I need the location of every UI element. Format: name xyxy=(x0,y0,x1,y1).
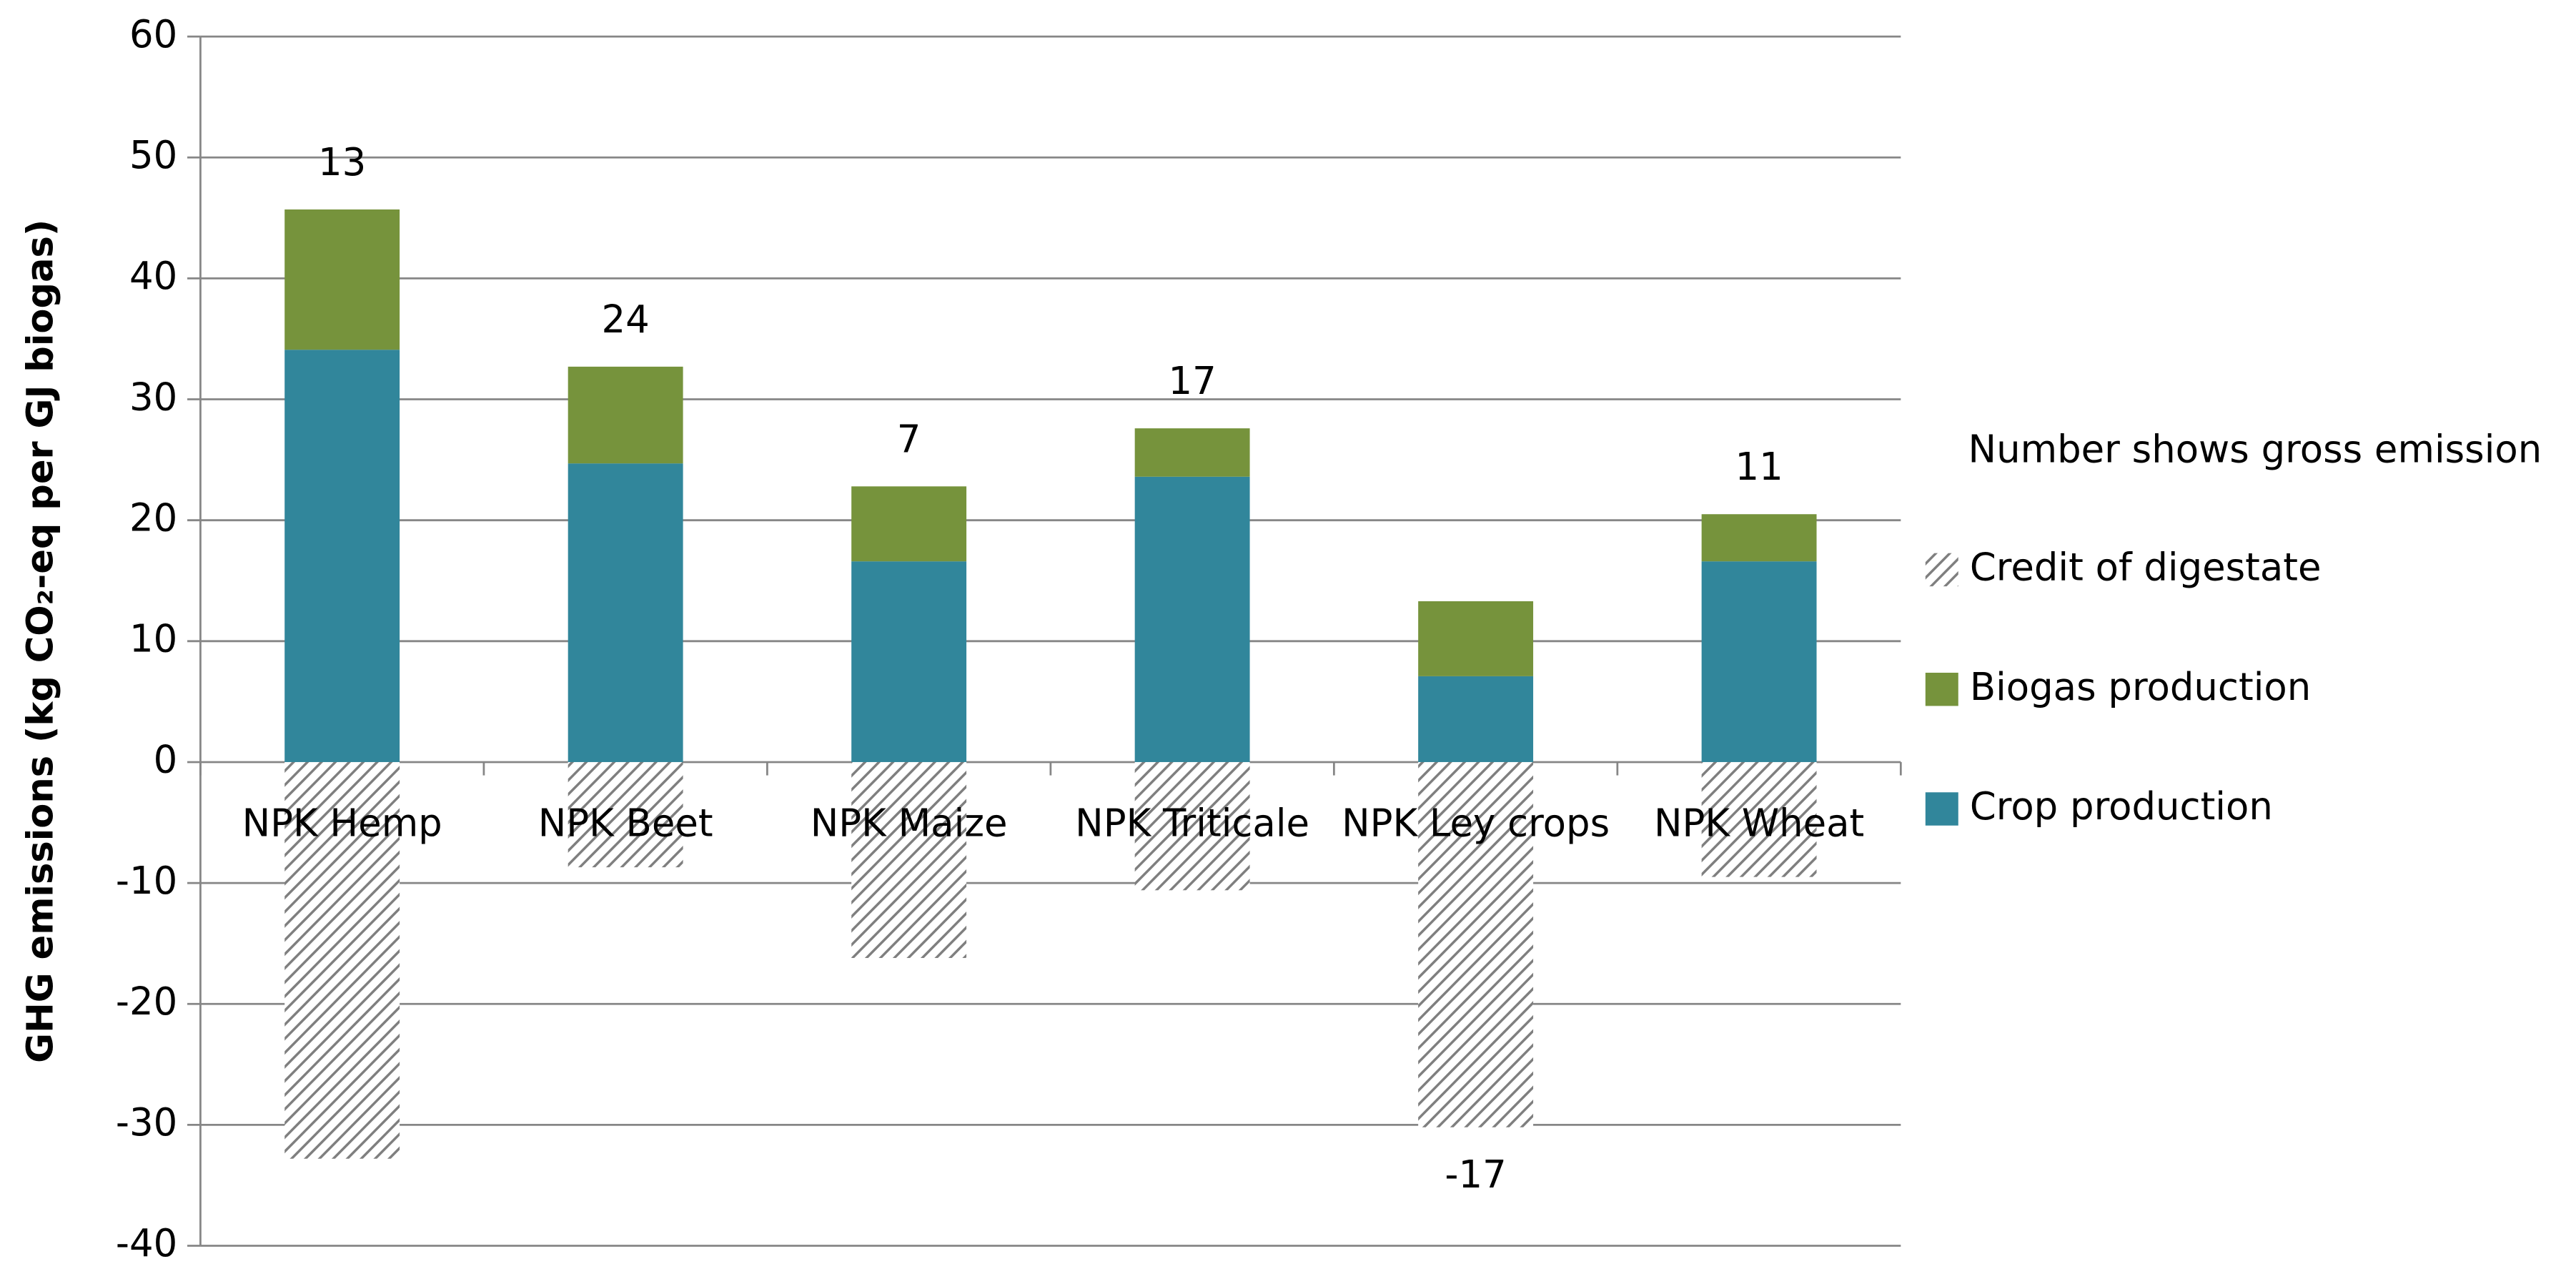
bar-label: 24 xyxy=(602,297,650,342)
bar-segment xyxy=(568,761,683,868)
bar-segment xyxy=(1701,514,1817,562)
legend-swatch xyxy=(1925,553,1958,587)
bar-segment xyxy=(851,486,967,562)
bar-segment xyxy=(1701,561,1817,762)
bar-label: -17 xyxy=(1445,1152,1506,1197)
bar-segment xyxy=(851,561,967,762)
bar-segment xyxy=(284,350,400,762)
bar-label: 13 xyxy=(318,140,366,184)
bar-segment xyxy=(284,761,400,1159)
y-tick-label: 0 xyxy=(154,737,178,781)
legend-label: Credit of digestate xyxy=(1970,545,2322,589)
legend-title: Number shows gross emission xyxy=(1968,427,2542,471)
bar-segment xyxy=(568,366,683,464)
y-tick-label: 60 xyxy=(129,12,177,56)
bar-segment xyxy=(851,761,967,958)
bar-label: 7 xyxy=(897,417,921,461)
y-tick-label: 50 xyxy=(129,133,177,177)
y-tick-label: 10 xyxy=(129,616,177,661)
y-tick-label: 20 xyxy=(129,495,177,540)
bar-segment xyxy=(1134,761,1250,891)
x-tick-label: NPK Hemp xyxy=(242,801,442,845)
bar-segment xyxy=(284,209,400,350)
x-tick-label: NPK Triticale xyxy=(1075,801,1309,845)
legend-swatch xyxy=(1925,792,1958,826)
y-axis-title: GHG emissions (kg CO₂-eq per GJ biogas) xyxy=(19,219,61,1063)
bar-segment xyxy=(1418,601,1534,676)
legend-label: Biogas production xyxy=(1970,665,2311,709)
legend-swatch xyxy=(1925,672,1958,706)
bar-segment xyxy=(568,463,683,762)
bar-segment xyxy=(1134,428,1250,477)
x-tick-label: NPK Beet xyxy=(538,801,713,845)
y-tick-label: 40 xyxy=(129,254,177,298)
bar-segment xyxy=(1701,761,1817,877)
x-tick-label: NPK Ley crops xyxy=(1342,801,1610,845)
y-tick-label: -20 xyxy=(116,979,177,1024)
y-tick-label: -10 xyxy=(116,859,177,903)
bar-segment xyxy=(1418,761,1534,1127)
y-tick-label: -40 xyxy=(116,1221,177,1265)
bar-segment xyxy=(1418,676,1534,762)
bar-segment xyxy=(1134,476,1250,762)
bar-label: 11 xyxy=(1735,445,1783,489)
y-tick-label: 30 xyxy=(129,375,177,419)
legend-label: Crop production xyxy=(1970,784,2273,829)
x-tick-label: NPK Wheat xyxy=(1654,801,1864,845)
y-tick-label: -30 xyxy=(116,1100,177,1145)
bar-label: 17 xyxy=(1168,359,1216,403)
x-tick-label: NPK Maize xyxy=(811,801,1008,845)
